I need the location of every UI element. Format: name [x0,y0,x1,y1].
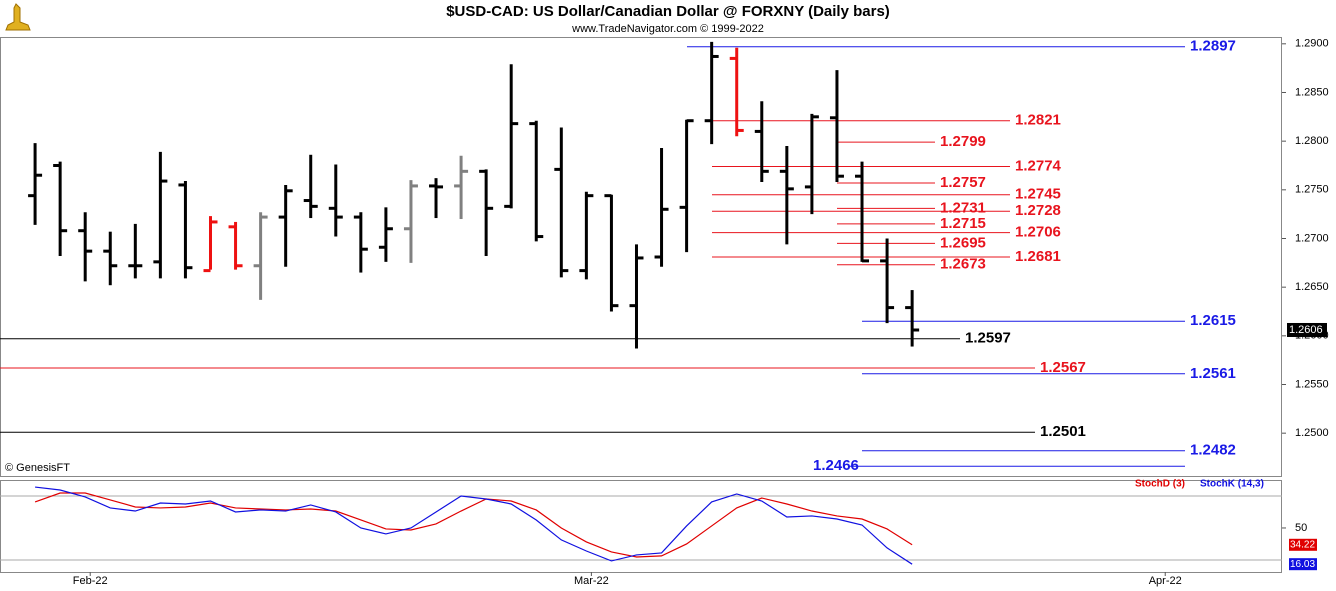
level-label: 1.2597 [965,330,1011,347]
level-label: 1.2897 [1190,38,1236,55]
x-tick-label: Feb-22 [73,575,108,587]
y-tick-label: 1.2800 [1295,135,1329,147]
level-label: 1.2745 [1015,186,1061,203]
x-tick-label: Apr-22 [1149,575,1182,587]
value-marker [1289,538,1317,551]
annotation: © GenesisFT [5,462,70,474]
stoch-line [35,486,913,565]
chart-subtitle: www.TradeNavigator.com © 1999-2022 [571,23,764,35]
level-label: 1.2466 [813,457,859,474]
level-label: 1.2706 [1015,224,1061,241]
legend-entry: StochK (14,3) [1200,479,1264,490]
level-label: 1.2728 [1015,202,1061,219]
level-label: 1.2561 [1190,365,1236,382]
y-tick-label: 1.2500 [1295,427,1329,439]
level-label: 1.2615 [1190,312,1236,329]
price-panel [0,37,1282,477]
logo [5,3,31,31]
level-label: 1.2695 [940,234,986,251]
level-label: 1.2774 [1015,157,1062,174]
value-marker-label: 34.22 [1290,539,1315,550]
price-marker-label: 1.2606 [1289,324,1323,336]
level-label: 1.2757 [940,174,986,191]
price-marker [1287,322,1327,337]
level-label: 1.2673 [940,256,986,273]
stoch-panel [0,480,1282,573]
level-label: 1.2501 [1040,423,1086,440]
level-label: 1.2731 [940,199,986,216]
legend-entry: StochD (3) [1135,479,1185,490]
level-label: 1.2482 [1190,442,1236,459]
level-label: 1.2821 [1015,112,1061,129]
x-tick-label: Mar-22 [574,575,609,587]
level-label: 1.2681 [1015,248,1061,265]
stoch-line [34,492,913,558]
level-label: 1.2715 [940,215,986,232]
y-tick-label: 1.2550 [1295,378,1329,390]
y-tick-label: 1.2850 [1295,86,1329,98]
chart-title: $USD-CAD: US Dollar/Canadian Dollar @ FO… [446,3,890,20]
value-marker [1289,558,1317,571]
level-label: 1.2799 [940,133,986,150]
y-tick-label: 1.2700 [1295,232,1329,244]
y-tick-label: 1.2750 [1295,184,1329,196]
y-tick-label: 1.2900 [1295,38,1329,50]
level-label: 1.2567 [1040,359,1086,376]
y-tick-label: 50 [1295,522,1307,534]
value-marker-label: 16.03 [1290,559,1315,570]
y-tick-label: 1.2650 [1295,281,1329,293]
